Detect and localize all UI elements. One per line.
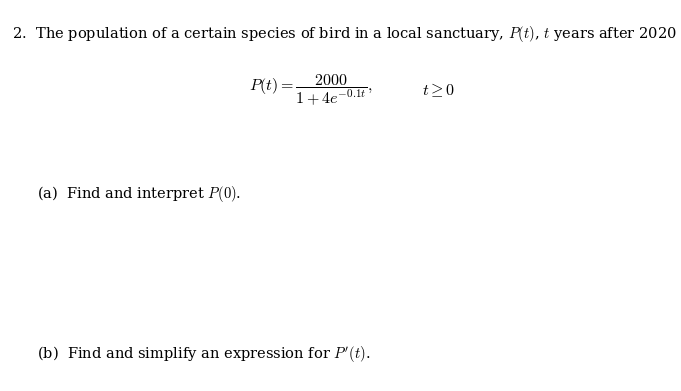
Text: (b)  Find and simplify an expression for $P'(t)$.: (b) Find and simplify an expression for … [37, 344, 371, 364]
Text: $P(t) = \dfrac{2000}{1+4e^{-0.1t}},$: $P(t) = \dfrac{2000}{1+4e^{-0.1t}},$ [249, 72, 373, 108]
Text: 2.  The population of a certain species of bird in a local sanctuary, $P(t)$, $t: 2. The population of a certain species o… [12, 24, 681, 44]
Text: $t \geq 0$: $t \geq 0$ [422, 81, 456, 99]
Text: (a)  Find and interpret $P(0)$.: (a) Find and interpret $P(0)$. [37, 184, 242, 204]
